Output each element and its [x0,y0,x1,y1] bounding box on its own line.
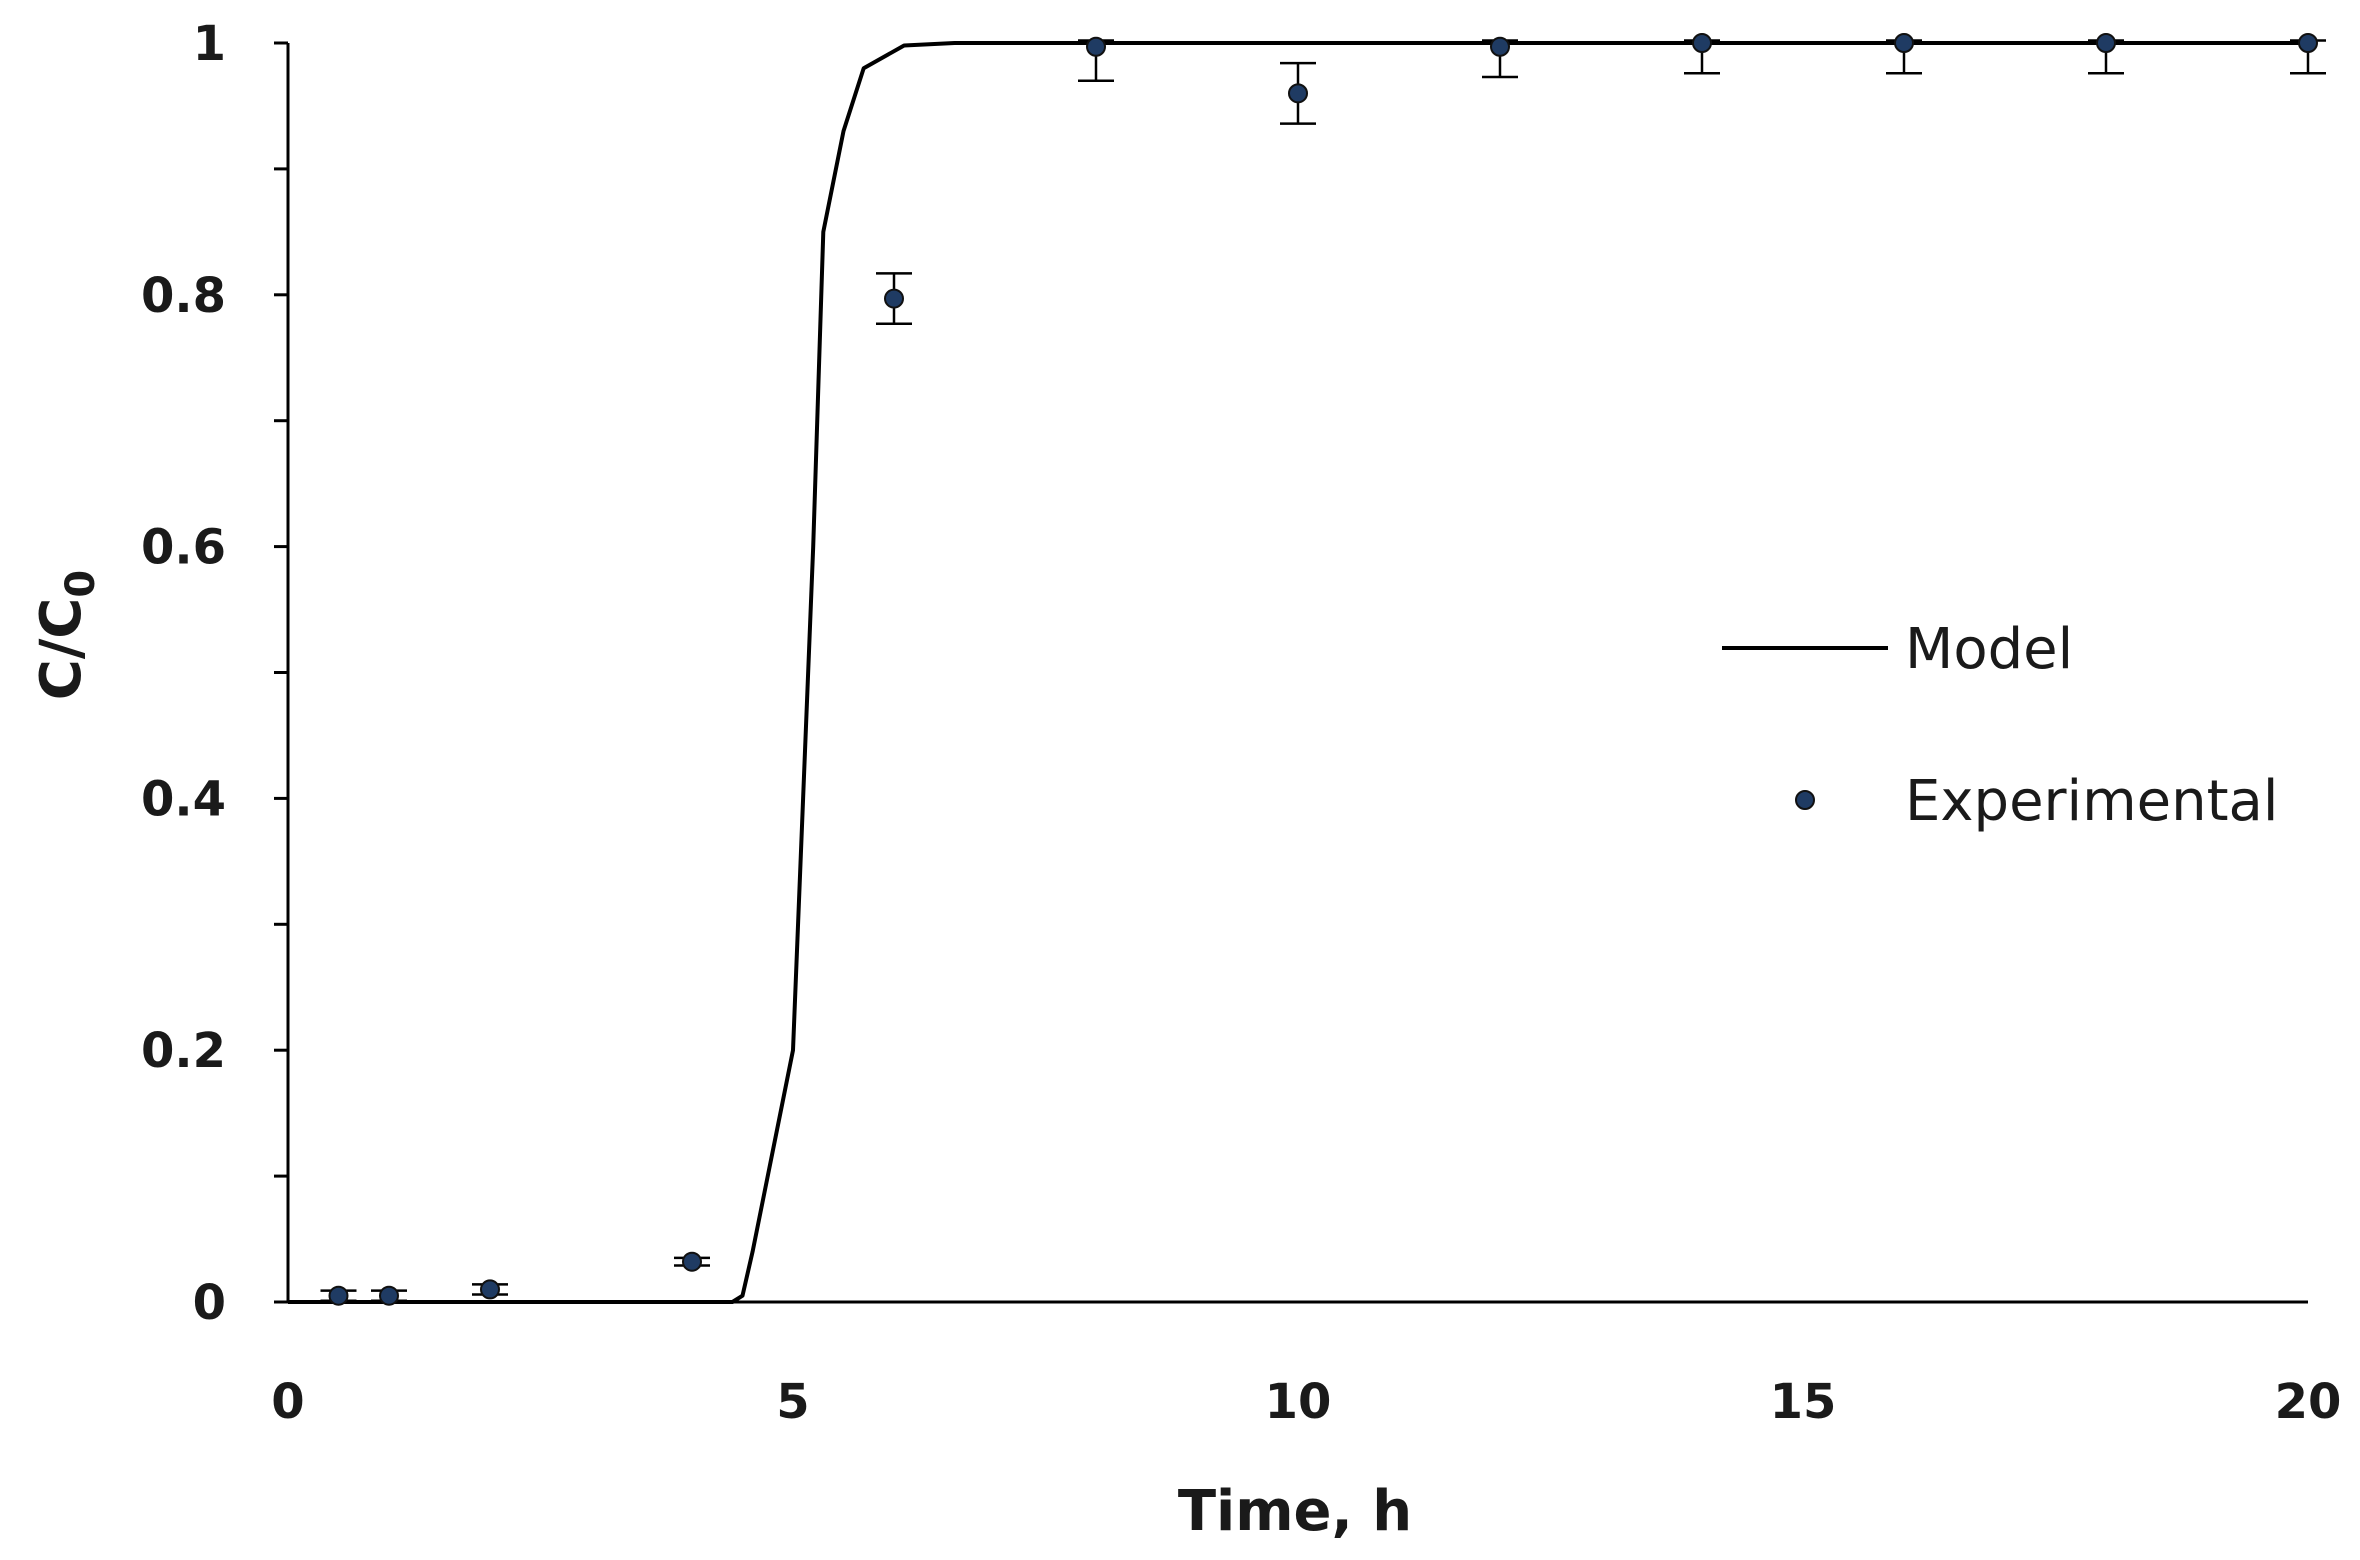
experimental-point [379,1285,399,1306]
experimental-point [682,1251,702,1272]
y-axis-title-main: C/C [29,598,94,701]
x-tick-label: 20 [2275,1374,2342,1430]
experimental-point [1288,83,1308,104]
experimental-point [1692,33,1712,53]
experimental-point [2298,33,2318,53]
legend: Model Experimental [1722,617,2278,834]
experimental-point [328,1285,349,1306]
legend-experimental-label: Experimental [1905,769,2278,834]
experimental-point [1086,36,1106,57]
y-axis-title-subscript: 0 [58,570,104,598]
x-tick-label: 15 [1770,1374,1837,1430]
model-line [288,41,2308,1304]
legend-model-label: Model [1905,617,2073,682]
y-tick-label: 0.6 [141,520,226,576]
y-tick-label: 0.8 [141,268,226,324]
legend-experimental-marker [1795,790,1815,810]
experimental-point [1894,33,1914,53]
y-tick-label: 0 [193,1275,226,1331]
y-tick-label: 1 [193,16,226,72]
x-tick-label: 10 [1265,1374,1332,1430]
y-tick-label: 0.4 [141,771,226,827]
y-tick-label: 0.2 [141,1023,226,1079]
x-tick-label: 0 [271,1374,304,1430]
x-tick-label: 5 [776,1374,809,1430]
experimental-point [1490,36,1510,57]
x-axis-title: Time, h [1178,1479,1412,1544]
experimental-point [2096,33,2116,53]
experimental-point [884,288,904,309]
experimental-point [480,1279,500,1300]
plot-area: 00.20.40.60.810 5 10 15 20 [141,16,2341,1430]
y-axis-title: C/C0 [29,570,104,701]
